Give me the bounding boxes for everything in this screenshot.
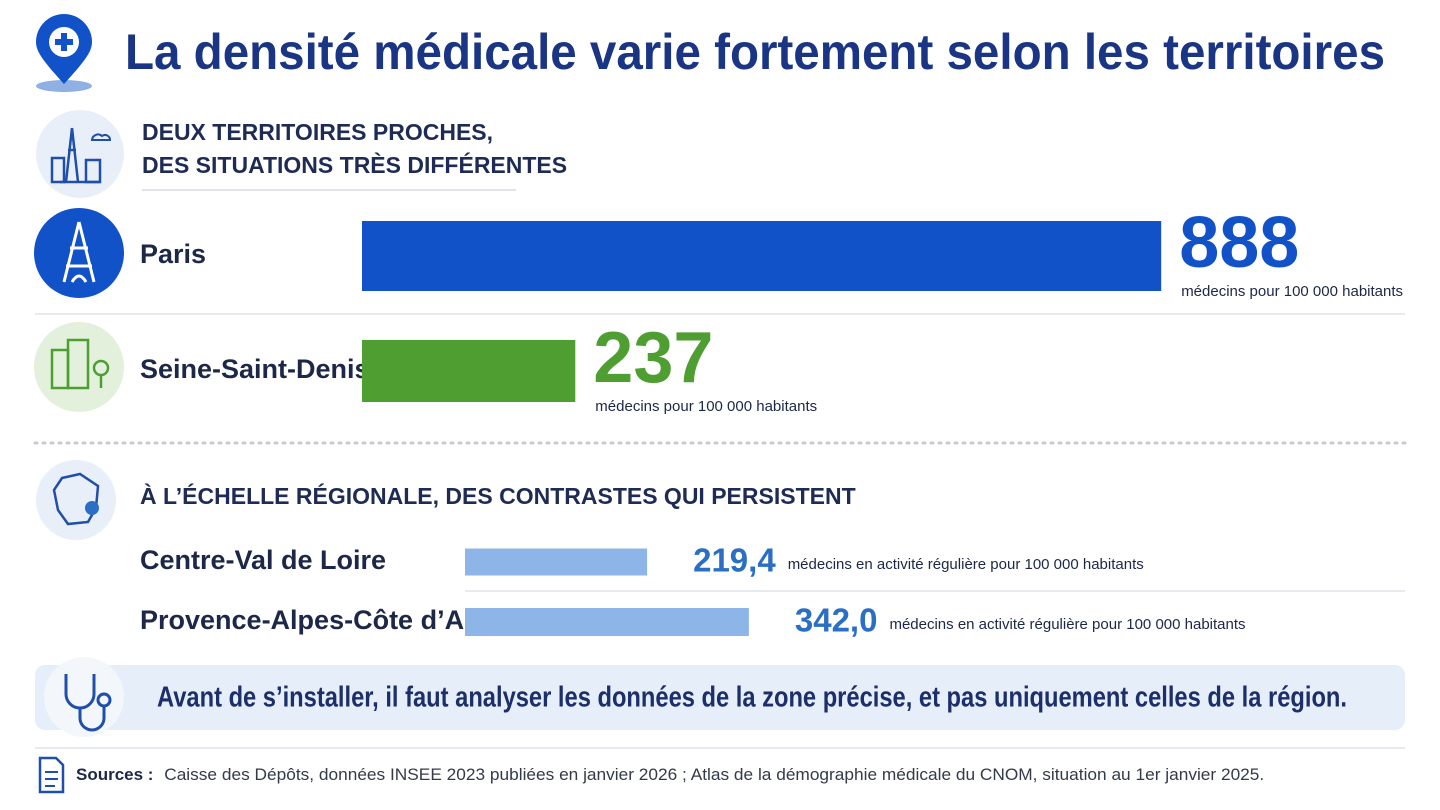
paris-icon <box>34 208 124 298</box>
bar <box>362 340 576 402</box>
category-label: Paris <box>140 239 206 269</box>
section-title: À L’ÉCHELLE RÉGIONALE, DES CONTRASTES QU… <box>140 482 856 509</box>
city-icon <box>36 110 124 198</box>
unit-label: médecins en activité régulière pour 100 … <box>889 616 1245 633</box>
value-label: 888 <box>1179 203 1299 283</box>
suburb-icon <box>34 322 124 412</box>
bar <box>465 608 749 636</box>
unit-label: médecins en activité régulière pour 100 … <box>788 556 1144 573</box>
category-label: Seine-Saint-Denis <box>140 354 370 384</box>
section-title: DEUX TERRITOIRES PROCHES, <box>142 119 493 145</box>
france-icon <box>36 460 116 540</box>
note-box <box>35 665 1405 730</box>
bar <box>465 548 648 576</box>
pin-icon <box>36 14 92 92</box>
sources-label: Sources : <box>76 765 153 784</box>
unit-label: médecins pour 100 000 habitants <box>595 398 817 415</box>
value-label: 219,4 <box>693 542 776 579</box>
document-icon <box>38 756 65 794</box>
sources: Sources : Caisse des Dépôts, données INS… <box>76 765 1264 784</box>
category-label: Provence-Alpes-Côte d’Azur <box>140 605 505 635</box>
value-label: 342,0 <box>795 602 878 639</box>
sources-text: Caisse des Dépôts, données INSEE 2023 pu… <box>164 765 1264 784</box>
category-label: Centre-Val de Loire <box>140 545 386 575</box>
bar <box>362 221 1162 291</box>
stethoscope-icon <box>44 657 124 737</box>
unit-label: médecins pour 100 000 habitants <box>1181 283 1403 300</box>
section-title: DES SITUATIONS TRÈS DIFFÉRENTES <box>142 151 567 178</box>
page-title: La densité médicale varie fortement selo… <box>125 24 1385 80</box>
value-label: 237 <box>593 318 713 398</box>
note-text: Avant de s’installer, il faut analyser l… <box>157 682 1347 714</box>
